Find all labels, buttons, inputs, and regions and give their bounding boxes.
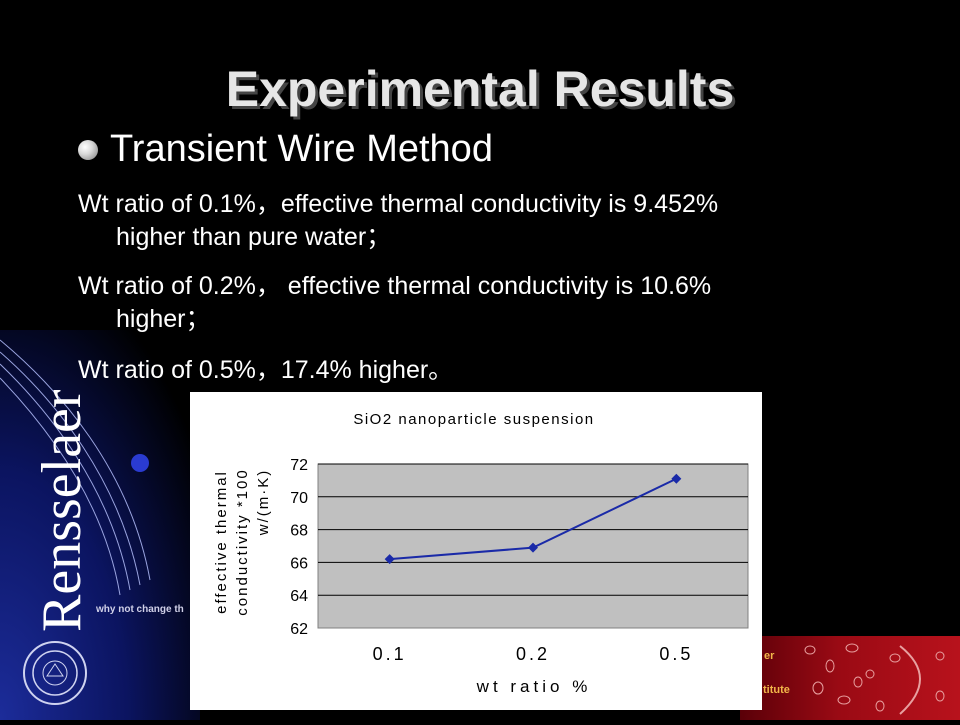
data-point-marker [384, 554, 395, 565]
y-axis-label: effective thermal conductivity *100 w/(m… [213, 468, 272, 615]
panel-text-1: er [764, 650, 775, 662]
x-tick-label: 0.2 [516, 644, 550, 664]
paragraph-3: Wt ratio of 0.5%，17.4% higher。 [78, 354, 958, 387]
paragraph-2-line-2: higher； [116, 305, 211, 333]
x-axis-label: wt ratio % [476, 677, 592, 696]
chart-container: SiO2 nanoparticle suspension 62 64 66 68 70 7… [190, 392, 762, 710]
bullet-text: Transient Wire Method [110, 128, 493, 170]
y-tick-label: 62 [290, 621, 308, 638]
rensselaer-logo-text: Rensselaer [31, 389, 90, 632]
x-tick-label: 0.1 [373, 644, 407, 664]
panel-text-2: titute [763, 684, 790, 696]
y-tick-labels: 62 64 66 68 70 72 [290, 457, 308, 638]
slide-title: Experimental Results [225, 61, 735, 117]
y-axis-label-line-3: w/(m·K) [255, 469, 272, 537]
bullet-dot-icon [78, 140, 98, 160]
y-tick-label: 64 [290, 588, 308, 605]
paragraph-2: Wt ratio of 0.2%， effective thermal cond… [78, 270, 958, 336]
paragraph-1-line-2: higher than pure water； [116, 223, 392, 251]
rensselaer-logo: Rensselaer [20, 370, 90, 640]
bottom-right-brand-panel [740, 636, 960, 720]
data-point-marker [671, 473, 682, 484]
y-axis-label-line-1: effective thermal [213, 470, 230, 614]
y-tick-label: 66 [290, 555, 308, 572]
paragraph-2-line-1: Wt ratio of 0.2%， effective thermal cond… [78, 272, 712, 300]
institute-seal-icon [23, 641, 87, 705]
x-tick-label: 0.5 [659, 644, 693, 664]
y-tick-label: 72 [290, 457, 308, 474]
brand-tagline: why not change th [96, 604, 184, 615]
line-chart: SiO2 nanoparticle suspension 62 64 66 68 70 7… [213, 411, 749, 696]
paragraph-3-line-1: Wt ratio of 0.5%，17.4% higher。 [78, 356, 454, 384]
y-tick-label: 70 [290, 490, 308, 507]
decorative-swoosh [0, 339, 151, 596]
chart-title: SiO2 nanoparticle suspension [353, 411, 594, 428]
data-point-marker [528, 542, 538, 553]
paragraph-1: Wt ratio of 0.1%，effective thermal condu… [78, 188, 958, 254]
y-axis-label-line-2: conductivity *100 [234, 468, 251, 615]
panel-pattern [804, 643, 945, 715]
paragraph-1-line-1: Wt ratio of 0.1%，effective thermal condu… [78, 190, 719, 218]
y-tick-label: 68 [290, 523, 308, 540]
data-points [384, 473, 682, 565]
x-tick-labels: 0.1 0.2 0.5 [373, 644, 693, 664]
